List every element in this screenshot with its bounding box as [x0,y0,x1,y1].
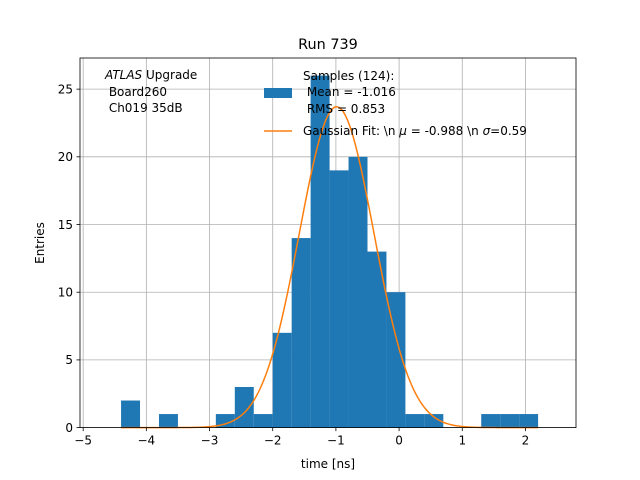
histogram-bar [215,414,235,428]
y-tick-label: 10 [58,286,73,300]
legend-samples-patch [264,88,292,98]
histogram-bar [291,238,311,428]
legend-samples-line-1: Samples (124): [303,69,394,83]
histogram-bar [310,75,330,428]
x-tick-label: −3 [201,434,219,448]
histogram-bar [386,292,406,428]
y-tick-label: 15 [58,218,73,232]
y-axis-label: Entries [33,222,47,264]
legend-fit-prefix: Gaussian Fit: \n [303,124,399,138]
x-axis-label: time [ns] [301,457,355,471]
x-tick-label: 2 [522,434,530,448]
histogram-bar [424,414,444,428]
legend-fit-suffix: =0.59 [490,124,527,138]
histogram-bar [405,414,425,428]
histogram-bar [272,332,292,428]
annotation-line-1: ATLAS Upgrade [104,68,197,82]
detector-annotation: ATLAS Upgrade Board260 Ch019 35dB [104,68,197,115]
legend: Samples (124): Mean = -1.016 RMS = 0.853… [264,69,527,138]
x-tick-label: 0 [395,434,403,448]
annotation-line-2: Board260 [105,85,167,99]
annotation-atlas: ATLAS [104,68,143,82]
histogram-bar [500,414,520,428]
histogram-bar [519,414,539,428]
histogram-bar [348,156,368,428]
y-tick-label: 25 [58,82,73,96]
histogram-bars [121,75,539,428]
x-tick-label: −2 [264,434,282,448]
histogram-bar [367,251,387,428]
x-tick-label: −5 [74,434,92,448]
x-axis-ticks: −5 −4 −3 −2 −1 0 1 2 [74,427,530,448]
legend-fit-middle: = -0.988 \n [407,124,483,138]
chart-title: Run 739 [298,37,358,53]
x-tick-label: −4 [137,434,155,448]
legend-samples-line-2: Mean = -1.016 [303,85,396,99]
histogram-bar [158,414,178,428]
annotation-upgrade: Upgrade [142,68,197,82]
y-tick-label: 0 [65,421,73,435]
annotation-line-3: Ch019 35dB [105,101,183,115]
histogram-bar [234,386,254,428]
x-tick-label: 1 [458,434,466,448]
y-axis-ticks: 0 5 10 15 20 25 [58,82,80,435]
y-tick-label: 20 [58,150,73,164]
histogram-bar [481,414,501,428]
plot-frame [79,57,577,429]
y-tick-label: 5 [65,353,73,367]
legend-fit-sigma: σ [483,124,491,138]
histogram-bar [253,414,273,428]
histogram-bar [121,400,141,428]
histogram-bar [329,170,349,428]
x-tick-label: −1 [327,434,345,448]
legend-fit-label: Gaussian Fit: \n μ = -0.988 \n σ=0.59 [303,124,527,138]
legend-samples-line-3: RMS = 0.853 [303,102,385,116]
legend-fit-mu: μ [398,124,407,138]
